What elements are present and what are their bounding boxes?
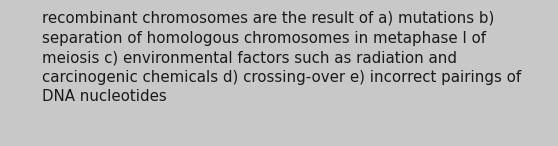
Text: recombinant chromosomes are the result of a) mutations b)
separation of homologo: recombinant chromosomes are the result o… — [42, 11, 521, 104]
